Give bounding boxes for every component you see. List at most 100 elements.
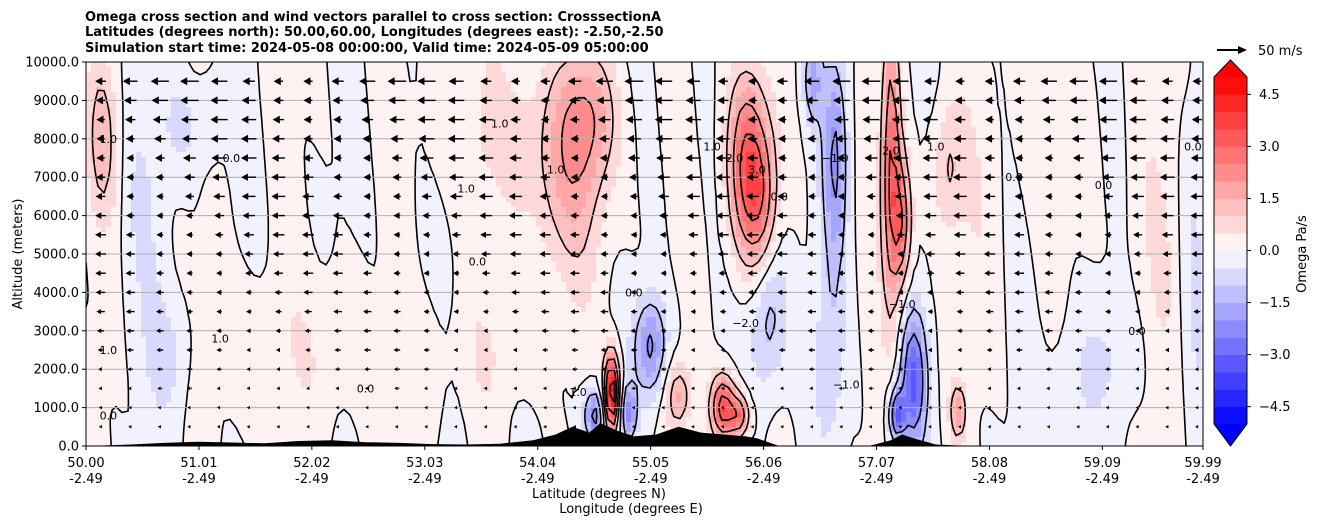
field-cell xyxy=(266,112,272,118)
field-cell xyxy=(721,167,727,173)
field-cell xyxy=(351,112,357,118)
field-cell xyxy=(171,92,177,98)
field-cell xyxy=(1081,67,1087,73)
field-cell xyxy=(476,157,482,163)
field-cell xyxy=(371,142,377,148)
field-cell xyxy=(1156,92,1162,98)
field-cell xyxy=(231,92,237,98)
field-cell xyxy=(446,97,452,103)
field-cell xyxy=(566,102,572,108)
field-cell xyxy=(806,127,812,133)
field-cell xyxy=(456,142,462,148)
field-cell xyxy=(546,77,552,83)
field-cell xyxy=(366,162,372,168)
field-cell xyxy=(701,77,707,83)
field-cell xyxy=(371,107,377,113)
field-cell xyxy=(216,132,222,138)
field-cell xyxy=(521,157,527,163)
field-cell xyxy=(986,82,992,88)
field-cell xyxy=(861,132,867,138)
field-cell xyxy=(146,122,152,128)
field-cell xyxy=(291,122,297,128)
field-cell xyxy=(586,122,592,128)
field-cell xyxy=(941,77,947,83)
field-cell xyxy=(431,77,437,83)
field-cell xyxy=(916,97,922,103)
field-cell xyxy=(1011,132,1017,138)
field-cell xyxy=(756,97,762,103)
field-cell xyxy=(121,167,127,173)
field-cell xyxy=(1091,92,1097,98)
field-cell xyxy=(281,112,287,118)
field-cell xyxy=(596,112,602,118)
field-cell xyxy=(181,122,187,128)
field-cell xyxy=(316,162,322,168)
field-cell xyxy=(461,87,467,93)
field-cell xyxy=(586,102,592,108)
field-cell xyxy=(481,102,487,108)
field-cell xyxy=(791,102,797,108)
field-cell xyxy=(796,142,802,148)
field-cell xyxy=(316,157,322,163)
field-cell xyxy=(951,127,957,133)
field-cell xyxy=(701,102,707,108)
field-cell xyxy=(1071,87,1077,93)
field-cell xyxy=(86,122,92,128)
field-cell xyxy=(866,167,872,173)
field-cell xyxy=(211,87,217,93)
field-cell xyxy=(871,87,877,93)
field-cell xyxy=(306,127,312,133)
field-cell xyxy=(196,77,202,83)
field-cell xyxy=(1166,87,1172,93)
field-cell xyxy=(296,117,302,123)
field-cell xyxy=(181,127,187,133)
field-cell xyxy=(291,137,297,143)
field-cell xyxy=(791,142,797,148)
field-cell xyxy=(166,72,172,78)
field-cell xyxy=(146,162,152,168)
field-cell xyxy=(121,102,127,108)
field-cell xyxy=(481,127,487,133)
field-cell xyxy=(641,62,647,68)
field-cell xyxy=(126,112,132,118)
field-cell xyxy=(921,77,927,83)
field-cell xyxy=(661,62,667,68)
field-cell xyxy=(1081,72,1087,78)
field-cell xyxy=(916,92,922,98)
field-cell xyxy=(551,102,557,108)
field-cell xyxy=(666,77,672,83)
field-cell xyxy=(651,102,657,108)
field-cell xyxy=(936,62,942,68)
field-cell xyxy=(391,132,397,138)
field-cell xyxy=(411,102,417,108)
field-cell xyxy=(636,92,642,98)
field-cell xyxy=(646,97,652,103)
field-cell xyxy=(141,132,147,138)
field-cell xyxy=(136,132,142,138)
field-cell xyxy=(266,132,272,138)
field-cell xyxy=(136,77,142,83)
field-cell xyxy=(1161,132,1167,138)
field-cell xyxy=(611,92,617,98)
field-cell xyxy=(496,157,502,163)
field-cell xyxy=(166,132,172,138)
field-cell xyxy=(496,122,502,128)
field-cell xyxy=(446,142,452,148)
field-cell xyxy=(496,62,502,68)
field-cell xyxy=(636,122,642,128)
field-cell xyxy=(181,92,187,98)
field-cell xyxy=(571,72,577,78)
field-cell xyxy=(1136,152,1142,158)
field-cell xyxy=(426,82,432,88)
field-cell xyxy=(1051,162,1057,168)
field-cell xyxy=(801,67,807,73)
field-cell xyxy=(491,97,497,103)
field-cell xyxy=(241,82,247,88)
field-cell xyxy=(1076,77,1082,83)
field-cell xyxy=(786,77,792,83)
field-cell xyxy=(111,137,117,143)
field-cell xyxy=(146,172,152,178)
field-cell xyxy=(816,82,822,88)
field-cell xyxy=(1001,137,1007,143)
field-cell xyxy=(861,162,867,168)
